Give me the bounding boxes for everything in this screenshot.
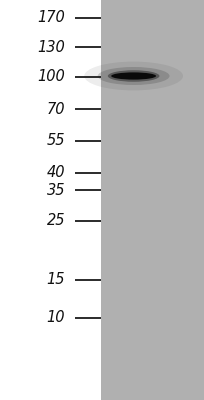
Ellipse shape bbox=[111, 72, 156, 80]
Text: 55: 55 bbox=[47, 133, 65, 148]
Text: 70: 70 bbox=[47, 102, 65, 117]
Text: 10: 10 bbox=[47, 310, 65, 326]
Bar bbox=[101, 0, 204, 400]
Text: 15: 15 bbox=[47, 272, 65, 288]
Ellipse shape bbox=[108, 70, 160, 82]
Bar bbox=[0, 0, 101, 400]
Text: 35: 35 bbox=[47, 183, 65, 198]
Text: 170: 170 bbox=[38, 10, 65, 26]
Ellipse shape bbox=[84, 62, 183, 90]
Ellipse shape bbox=[98, 67, 170, 85]
Text: 100: 100 bbox=[38, 69, 65, 84]
Text: 40: 40 bbox=[47, 165, 65, 180]
Text: 130: 130 bbox=[38, 40, 65, 55]
Text: 25: 25 bbox=[47, 213, 65, 228]
